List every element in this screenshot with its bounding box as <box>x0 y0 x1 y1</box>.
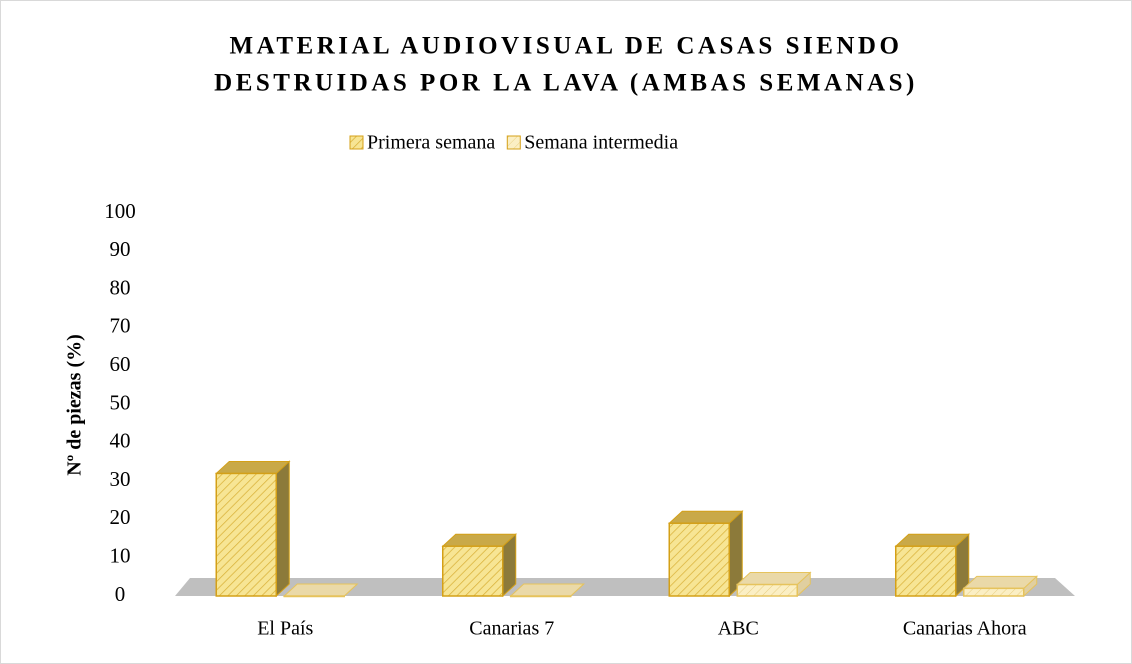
bar-front <box>963 587 1025 597</box>
bar <box>214 460 291 598</box>
floor <box>175 578 1075 596</box>
bar-front <box>895 545 957 597</box>
bar-front <box>668 522 730 597</box>
legend-swatch <box>349 135 364 150</box>
bar-top <box>214 460 291 474</box>
bar-front <box>283 595 345 598</box>
bar-front <box>736 583 798 597</box>
y-tick-label: 80 <box>110 275 131 299</box>
legend-label: Semana intermedia <box>524 132 678 154</box>
bar <box>509 583 586 598</box>
bar <box>667 510 744 598</box>
y-tick-label: 90 <box>110 237 131 261</box>
y-tick-label: 60 <box>110 352 131 376</box>
chart-title: MATERIAL AUDIOVISUAL DE CASAS SIENDO <box>230 33 903 60</box>
chart-title: DESTRUIDAS POR LA LAVA (AMBAS SEMANAS) <box>214 70 918 97</box>
bar-top <box>667 510 744 524</box>
bar <box>894 533 971 598</box>
y-tick-label: 100 <box>104 199 136 223</box>
y-tick-label: 30 <box>110 467 131 491</box>
bar-front <box>215 472 277 597</box>
bar-top <box>509 583 586 597</box>
bar-top <box>894 533 971 547</box>
x-tick-label: ABC <box>718 618 759 640</box>
bar-front <box>442 545 504 597</box>
bar-top <box>735 572 812 586</box>
bar-top <box>282 583 359 597</box>
y-axis-label: Nº de piezas (%) <box>64 334 86 476</box>
y-tick-label: 20 <box>110 505 131 529</box>
bar-top <box>441 533 518 547</box>
y-tick-label: 70 <box>110 314 131 338</box>
x-tick-label: El País <box>257 618 313 640</box>
bar <box>962 575 1039 598</box>
x-tick-label: Canarias Ahora <box>903 618 1027 640</box>
y-tick-label: 40 <box>110 429 131 453</box>
x-tick-label: Canarias 7 <box>469 618 554 640</box>
bar-front <box>510 595 572 598</box>
bar-top <box>962 575 1039 589</box>
y-tick-label: 0 <box>115 582 126 606</box>
bar <box>282 583 359 598</box>
y-tick-label: 50 <box>110 390 131 414</box>
bar <box>441 533 518 598</box>
legend-label: Primera semana <box>367 132 495 154</box>
bar-side <box>275 460 290 598</box>
bar <box>735 571 812 598</box>
y-tick-label: 10 <box>110 544 131 568</box>
legend-swatch <box>506 135 521 150</box>
